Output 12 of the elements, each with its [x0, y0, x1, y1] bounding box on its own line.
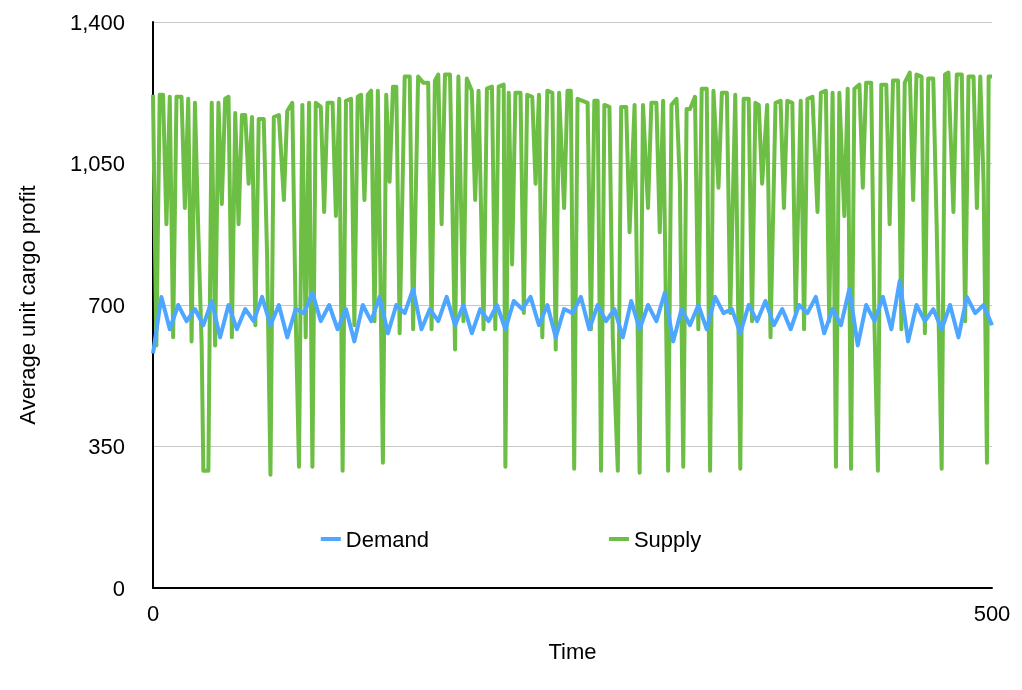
- x-tick-label: 500: [973, 600, 1011, 626]
- y-axis-title: Average unit cargo profit: [14, 185, 40, 425]
- y-tick-label: 350: [88, 434, 125, 459]
- line-series: [151, 278, 994, 356]
- y-tick-label: 700: [88, 292, 125, 318]
- y-tick-label: 1,400: [69, 9, 125, 35]
- legend-label: Demand: [345, 526, 429, 552]
- x-axis-title: Time: [548, 638, 597, 664]
- legend-label: Supply: [633, 526, 702, 552]
- y-tick-label: 0: [112, 575, 125, 601]
- y-tick-label: 1,050: [69, 151, 125, 176]
- line-series: [151, 70, 994, 477]
